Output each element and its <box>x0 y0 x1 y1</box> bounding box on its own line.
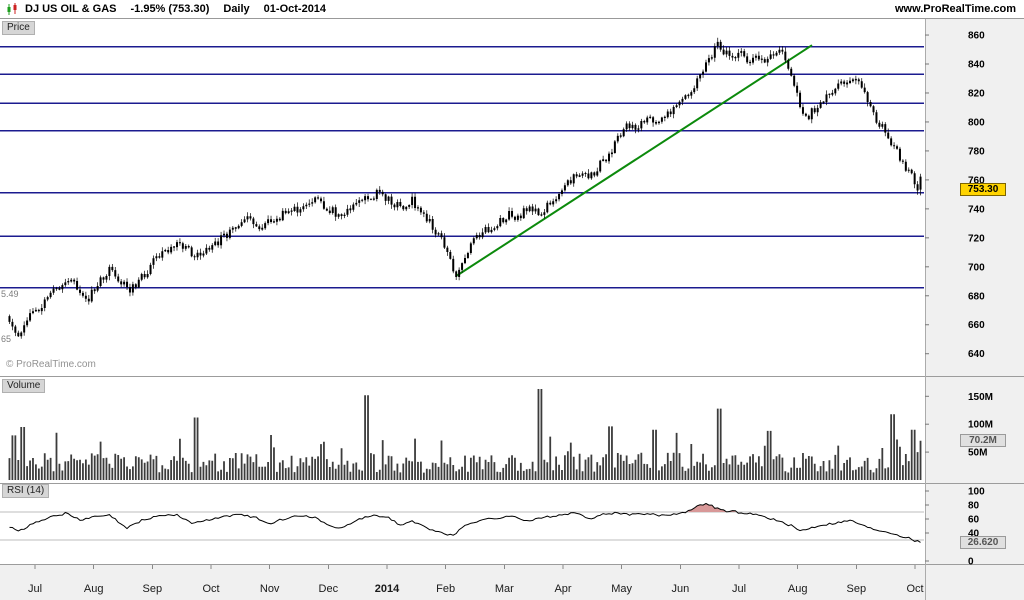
price-axis-tick: 800 <box>968 117 985 128</box>
time-axis-label: Jul <box>28 583 42 595</box>
time-axis-label: Aug <box>84 583 104 595</box>
title-bar: DJ US OIL & GAS -1.95% (753.30) Daily 01… <box>0 0 1024 19</box>
rsi-axis-tick: 60 <box>968 515 980 526</box>
price-axis-tick: 640 <box>968 349 985 360</box>
left-price-label: 65 <box>1 334 12 344</box>
time-axis-label: Feb <box>436 583 455 595</box>
chart-canvas[interactable]: 860840820800780760740720700680660640150M… <box>0 19 1024 600</box>
candlestick-logo-icon <box>7 2 17 15</box>
chart-area[interactable]: 860 840 820 800 780 760 740 720 700 680 660 640 150M… <box>0 19 1024 600</box>
price-axis-tick: 840 <box>968 60 985 71</box>
rsi-overbought-area <box>688 503 736 512</box>
time-axis-label: Jul <box>732 583 746 595</box>
time-axis-label: May <box>611 583 632 595</box>
timeframe-label: Daily <box>223 3 250 15</box>
change-value: -1.95% (753.30) <box>130 3 210 15</box>
trend-line[interactable] <box>456 44 813 277</box>
rsi-axis-tick: 40 <box>968 529 980 540</box>
price-axis-tick: 740 <box>968 204 985 215</box>
price-axis-tick: 820 <box>968 88 985 99</box>
rsi-axis-tick: 100 <box>968 487 985 498</box>
price-axis-tick: 660 <box>968 320 985 331</box>
price-axis-tick: 760 <box>968 175 985 186</box>
time-axis-label: Sep <box>143 583 163 595</box>
right-axis-gutter <box>925 19 1024 600</box>
time-axis-label: Jun <box>671 583 689 595</box>
last-price-tag: 753.30 <box>960 183 1006 196</box>
last-volume-tag: 70.2M <box>960 434 1006 447</box>
rsi-pane-label[interactable]: RSI (14) <box>2 484 50 498</box>
volume-axis-tick: 150M <box>968 392 993 403</box>
price-axis-tick: 700 <box>968 262 985 273</box>
prorealtime-link[interactable]: www.ProRealTime.com <box>894 3 1016 15</box>
price-axis-tick: 720 <box>968 233 985 244</box>
date-label: 01-Oct-2014 <box>263 3 327 15</box>
price-level-lines <box>0 45 924 289</box>
time-axis-label: Aug <box>788 583 808 595</box>
volume-axis-tick: 100M <box>968 420 993 431</box>
left-price-label: 5.49 <box>1 289 19 299</box>
copyright-watermark: © ProRealTime.com <box>6 359 96 370</box>
rsi-axis-tick: 80 <box>968 501 980 512</box>
price-axis-tick: 860 <box>968 31 985 42</box>
volume-axis-tick: 50M <box>968 448 987 459</box>
volume-pane-label[interactable]: Volume <box>2 379 46 393</box>
time-axis-label: Oct <box>906 583 923 595</box>
instrument-name: DJ US OIL & GAS <box>25 3 117 15</box>
candle-bodies <box>8 41 922 337</box>
time-axis-label: Sep <box>847 583 867 595</box>
time-axis-label: Dec <box>319 583 339 595</box>
rsi-axis-tick: 0 <box>968 557 974 568</box>
time-axis-label: Nov <box>260 583 280 595</box>
time-axis-label: Apr <box>554 583 571 595</box>
price-axis-tick: 680 <box>968 291 985 302</box>
time-axis-label: Oct <box>202 583 219 595</box>
price-pane-label[interactable]: Price <box>2 21 35 35</box>
time-axis-label: Mar <box>495 583 514 595</box>
volume-bars <box>8 389 922 480</box>
last-rsi-tag: 26.620 <box>960 536 1006 549</box>
time-axis-gutter <box>0 565 925 600</box>
price-axis-tick: 780 <box>968 146 985 157</box>
time-axis-label: 2014 <box>375 583 400 595</box>
rsi-line <box>9 502 921 543</box>
